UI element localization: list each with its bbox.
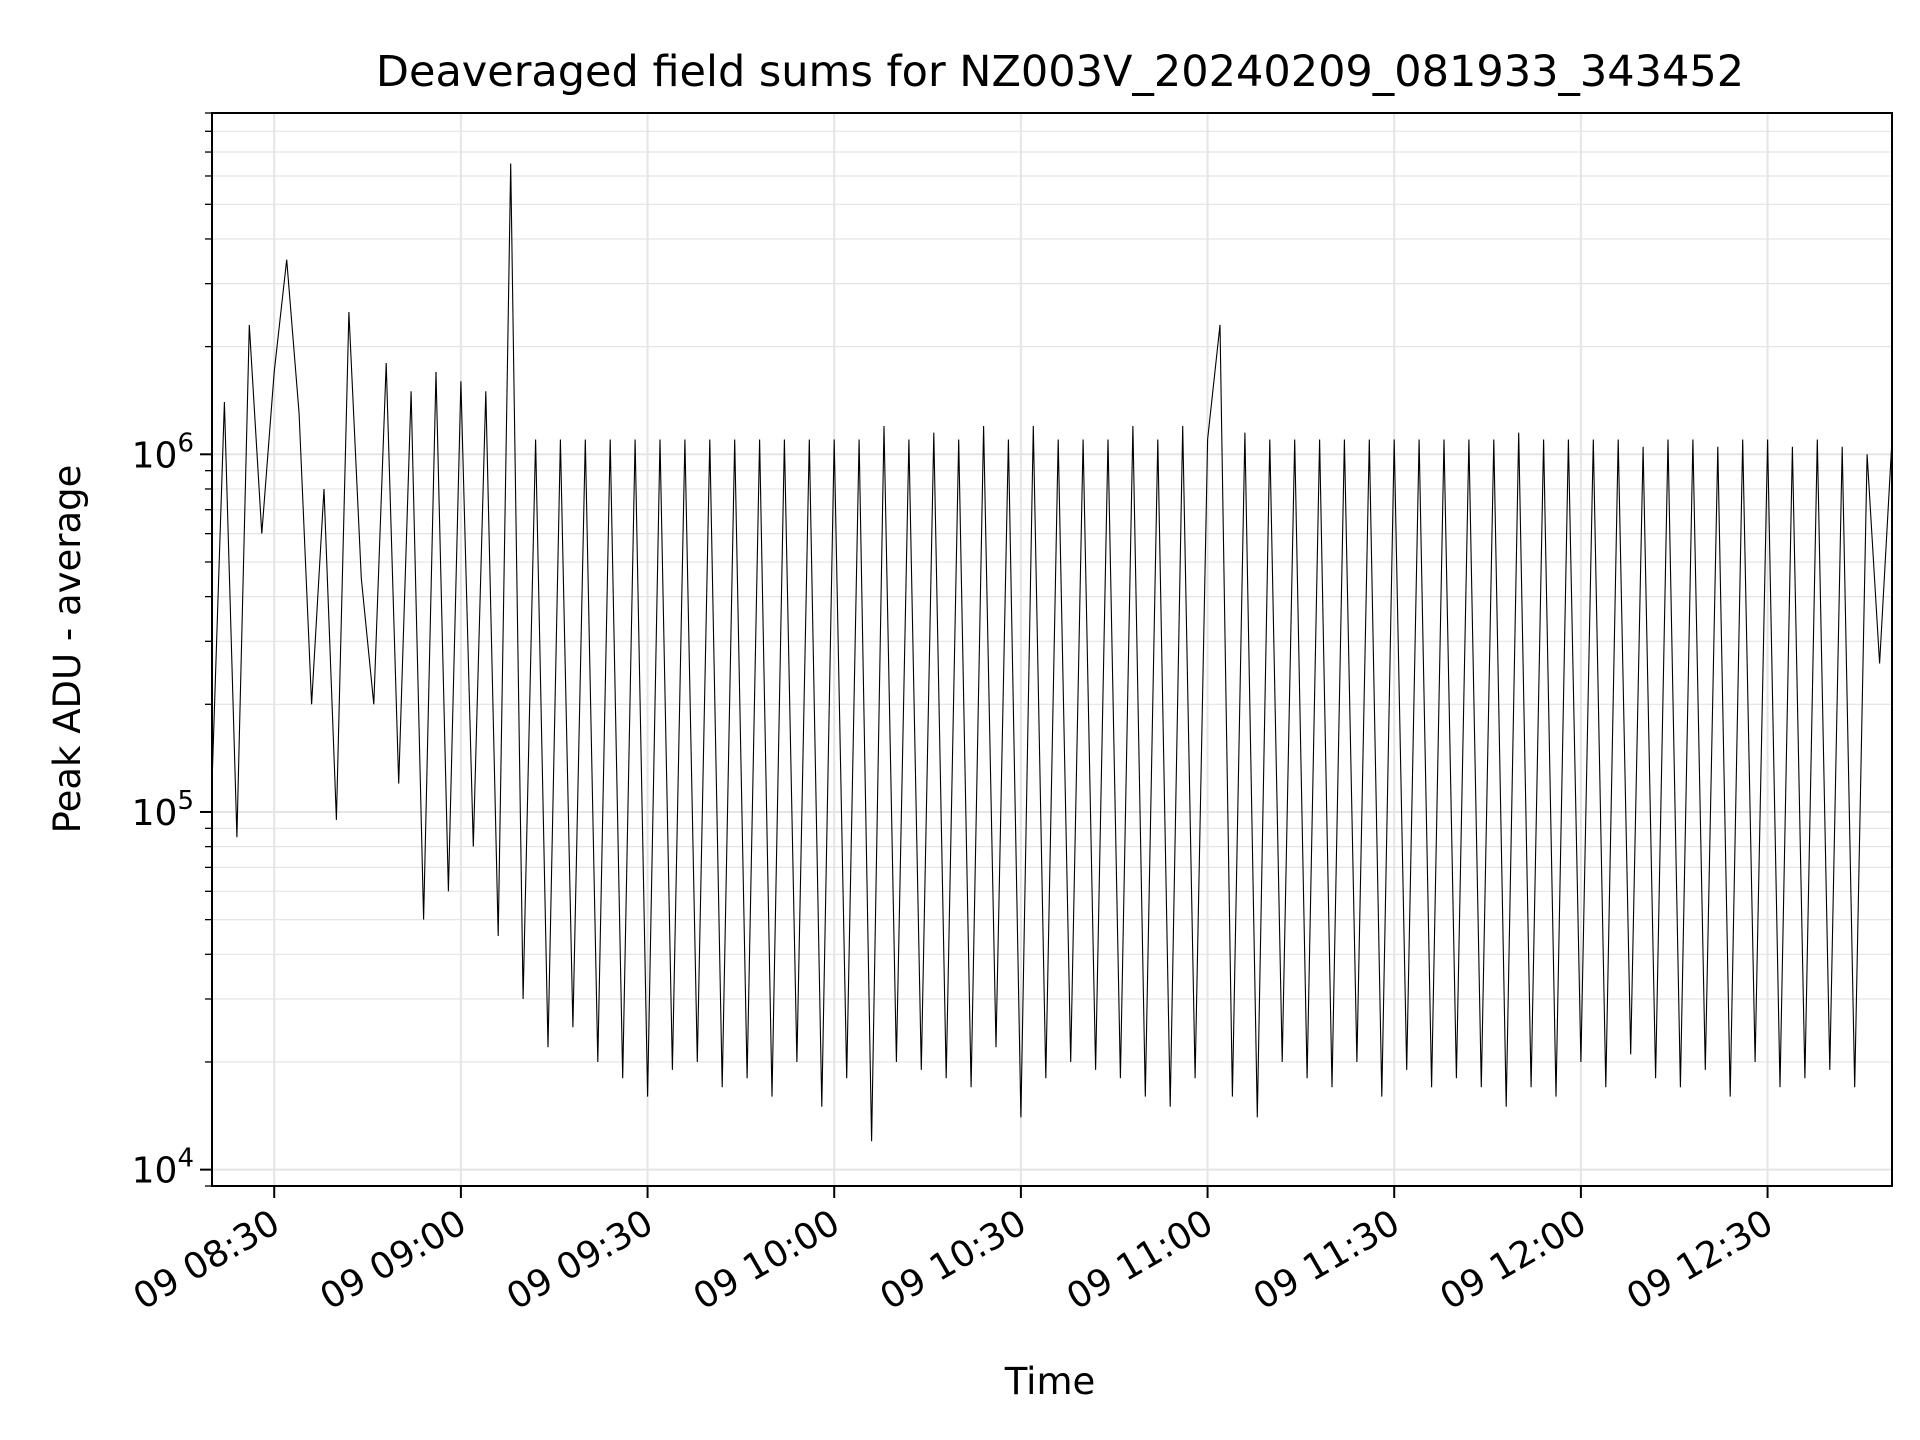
x-tick-label: 09 11:00 (1060, 1202, 1220, 1318)
y-axis-label: Peak ADU - average (46, 465, 89, 834)
data-line (211, 163, 1893, 1142)
x-tick-label: 09 09:00 (313, 1202, 473, 1318)
x-tick-label: 09 09:30 (500, 1202, 660, 1318)
x-axis: 09 08:30 09 09:00 09 09:30 09 10:00 09 10:30… (127, 1186, 1780, 1318)
x-tick-label: 09 12:30 (1620, 1202, 1780, 1318)
chart-title: Deaveraged field sums for NZ003V_2024020… (376, 47, 1744, 97)
x-tick-label: 09 10:00 (687, 1202, 847, 1318)
x-tick-label: 09 12:00 (1433, 1202, 1593, 1318)
grid (212, 112, 1892, 1187)
y-tick-label: 106 (132, 428, 194, 476)
y-tick-label: 104 (132, 1144, 194, 1192)
x-axis-label: Time (1004, 1360, 1096, 1403)
x-tick-label: 09 11:30 (1247, 1202, 1407, 1318)
y-axis: 104 105 106 (132, 112, 212, 1192)
plot-frame (211, 112, 1893, 1187)
x-tick-label: 09 10:30 (873, 1202, 1033, 1318)
y-tick-label: 105 (132, 786, 194, 834)
x-tick-label: 09 08:30 (127, 1202, 287, 1318)
